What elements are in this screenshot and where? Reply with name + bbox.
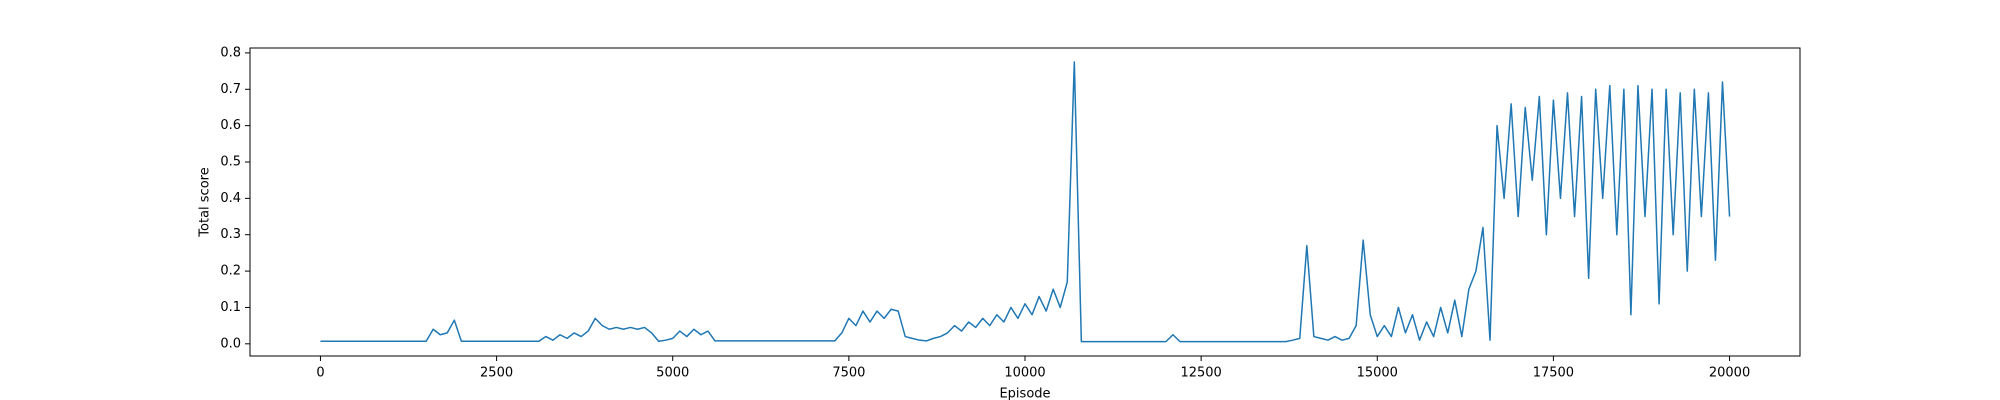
y-tick-label: 0.7 — [220, 82, 241, 97]
x-tick-label: 2500 — [480, 366, 513, 381]
x-tick-label: 15000 — [1357, 366, 1398, 381]
x-tick-label: 5000 — [656, 366, 689, 381]
data-line — [320, 61, 1731, 343]
x-tick-label: 10000 — [1004, 366, 1045, 381]
x-tick-label: 0 — [316, 366, 324, 381]
y-tick-label: 0.6 — [220, 118, 241, 133]
x-tick-label: 20000 — [1709, 366, 1750, 381]
y-tick-label: 0.5 — [220, 155, 241, 170]
x-tick-label: 17500 — [1533, 366, 1574, 381]
x-tick-label: 12500 — [1180, 366, 1221, 381]
y-tick-label: 0.0 — [220, 336, 241, 351]
y-tick-label: 0.2 — [220, 264, 241, 279]
x-tick-label: 7500 — [832, 366, 865, 381]
y-tick-label: 0.8 — [220, 45, 241, 60]
y-axis-label: Total score — [198, 167, 213, 237]
y-tick-label: 0.3 — [220, 227, 241, 242]
y-tick-label: 0.1 — [220, 300, 241, 315]
y-tick-label: 0.4 — [220, 191, 241, 206]
x-axis-label: Episode — [999, 387, 1050, 400]
plot-frame — [249, 47, 1801, 357]
